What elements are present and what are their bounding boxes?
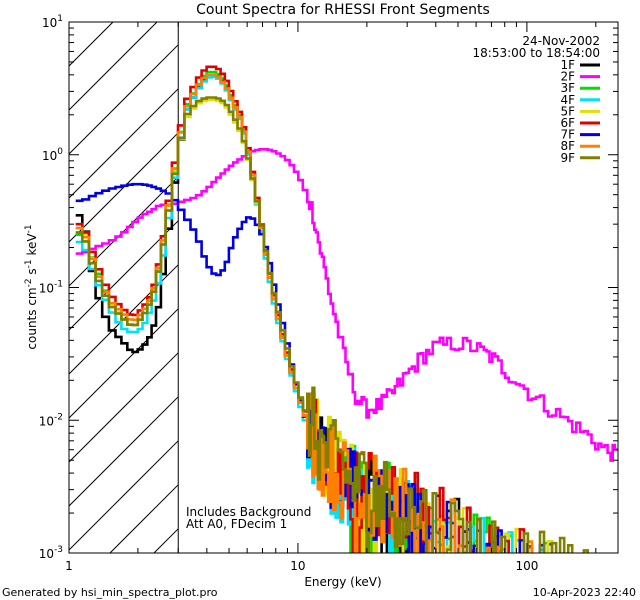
time-range-label: 18:53:00 to 18:54:00: [473, 46, 600, 60]
y-label-base: counts cm: [25, 287, 39, 349]
footer-generated-by: Generated by hsi_min_spectra_plot.pro: [2, 586, 218, 599]
y-label-exp3: -1: [24, 224, 34, 233]
legend-label-6F: 6F: [560, 116, 575, 130]
y-tick-label: 101: [42, 14, 63, 30]
legend-label-4F: 4F: [560, 93, 575, 107]
x-tick-label: 10: [290, 559, 305, 573]
y-tick-label: 10-2: [39, 412, 63, 428]
series-6F: [75, 65, 534, 553]
y-tick-label: 100: [42, 147, 63, 163]
date-label: 24-Nov-2002: [522, 34, 600, 48]
legend-label-3F: 3F: [560, 81, 575, 95]
y-label-exp2: -1: [24, 259, 34, 268]
legend-label-5F: 5F: [560, 104, 575, 118]
y-tick-label: 10-1: [39, 280, 63, 296]
series-9F: [75, 96, 589, 553]
series-7F: [75, 182, 546, 553]
legend-label-7F: 7F: [560, 128, 575, 142]
y-label-mid2: keV: [25, 233, 39, 260]
series-2F: [75, 148, 618, 462]
x-tick-label: 100: [515, 559, 538, 573]
y-axis-label: counts cm-2 s-1 keV-1: [24, 224, 39, 349]
y-label-mid1: s: [25, 268, 39, 278]
chart-title: Count Spectra for RHESSI Front Segments: [196, 2, 490, 18]
footer-timestamp: 10-Apr-2023 22:40: [533, 586, 636, 599]
legend-label-9F: 9F: [560, 151, 575, 165]
x-tick-label: 1: [65, 559, 73, 573]
y-axis: 10-3 10-2 10-1 100 101: [39, 14, 618, 561]
legend-label-2F: 2F: [560, 70, 575, 84]
y-label-exp1: -2: [24, 278, 34, 287]
legend-label-1F: 1F: [560, 58, 575, 72]
y-tick-label: 10-3: [39, 545, 63, 561]
series-layer: [75, 65, 618, 553]
legend-label-8F: 8F: [560, 139, 575, 153]
note-attenuator: Att A0, FDecim 1: [186, 517, 287, 531]
x-axis: 1 10 100: [65, 22, 597, 573]
x-axis-label: Energy (keV): [304, 575, 381, 589]
note-background: Includes Background: [186, 505, 311, 519]
